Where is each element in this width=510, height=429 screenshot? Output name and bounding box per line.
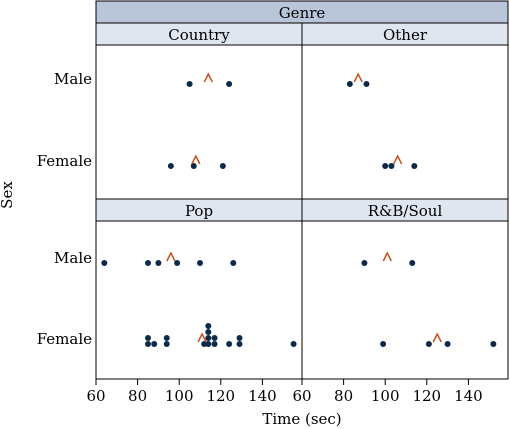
y-axis-title: Sex (0, 181, 16, 209)
data-point-pop-female (163, 335, 170, 341)
data-point-pop-female (226, 341, 233, 347)
panel-area-pop (95, 220, 303, 380)
data-point-pop-female (205, 335, 212, 341)
data-point-other-female (382, 163, 389, 169)
mean-marker-r-b-soul-male (382, 251, 392, 262)
data-point-country-female (219, 163, 226, 169)
data-point-r-b-soul-female (425, 341, 432, 347)
y-label-female-bottom: Female (37, 330, 92, 348)
panel-label-other: Other (383, 26, 428, 44)
data-point-pop-female (290, 341, 297, 347)
data-point-pop-female (205, 329, 212, 335)
mean-marker-pop-male (166, 251, 176, 262)
x-tick-label: 80 (334, 387, 353, 405)
mean-marker-pop-female (197, 332, 207, 343)
data-point-other-male (363, 81, 370, 87)
x-axis-ticks: 60 80 100 120 140 60 80 100 120 140 (86, 379, 483, 405)
data-point-country-male (186, 81, 193, 87)
panel-area-rb (301, 220, 509, 380)
data-point-r-b-soul-male (409, 260, 416, 266)
panel-label-rb: R&B/Soul (368, 202, 443, 220)
data-point-pop-male (155, 260, 162, 266)
x-tick-label: 140 (248, 387, 277, 405)
data-point-r-b-soul-female (490, 341, 497, 347)
data-point-pop-female (211, 335, 218, 341)
x-tick-label: 60 (86, 387, 105, 405)
data-point-pop-male (145, 260, 151, 266)
y-label-female-top: Female (37, 152, 92, 170)
data-point-pop-male (197, 260, 203, 266)
data-point-r-b-soul-female (444, 341, 451, 347)
data-point-r-b-soul-male (361, 260, 368, 266)
data-point-pop-female (201, 341, 208, 347)
x-tick-label: 120 (206, 387, 235, 405)
data-point-pop-female (151, 341, 158, 347)
mean-marker-r-b-soul-female (432, 332, 442, 343)
mean-marker-other-female (393, 154, 403, 165)
panel-label-pop: Pop (185, 202, 213, 220)
y-label-male-top: Male (54, 70, 92, 88)
mean-marker-country-female (191, 154, 201, 165)
data-point-pop-male (230, 260, 237, 266)
data-point-other-male (346, 81, 353, 87)
data-point-pop-female (145, 341, 151, 347)
outer-strip-label: Genre (279, 4, 326, 22)
panel-area-country (95, 44, 303, 200)
x-axis-title: Time (sec) (262, 410, 341, 428)
data-point-pop-female (205, 323, 212, 329)
x-tick-label: 120 (412, 387, 441, 405)
data-point-pop-female (205, 341, 212, 347)
panel-area-other (301, 44, 509, 200)
data-point-other-female (411, 163, 418, 169)
data-point-pop-male (174, 260, 181, 266)
x-tick-label: 100 (165, 387, 194, 405)
data-point-pop-female (236, 341, 243, 347)
mean-marker-country-male (203, 72, 213, 83)
mean-marker-other-male (353, 72, 363, 83)
data-point-r-b-soul-female (380, 341, 387, 347)
data-point-pop-female (211, 341, 218, 347)
data-point-pop-female (163, 341, 170, 347)
data-point-country-female (190, 163, 197, 169)
data-point-pop-female (145, 335, 151, 341)
x-tick-label: 140 (454, 387, 483, 405)
panel-label-country: Country (168, 26, 230, 44)
chart-marks (101, 72, 497, 347)
data-point-country-female (167, 163, 174, 169)
x-tick-label: 60 (292, 387, 311, 405)
data-point-country-male (226, 81, 233, 87)
x-tick-label: 80 (128, 387, 147, 405)
data-point-pop-female (236, 335, 243, 341)
x-tick-label: 100 (371, 387, 400, 405)
y-label-male-bottom: Male (54, 249, 92, 267)
data-point-pop-male (101, 260, 108, 266)
data-point-other-female (388, 163, 395, 169)
